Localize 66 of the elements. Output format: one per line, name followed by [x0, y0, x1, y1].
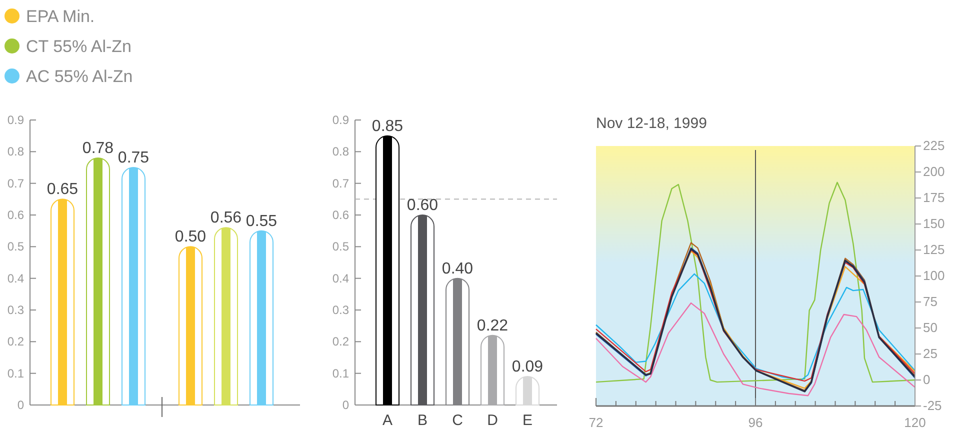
y2-tick-label: 175	[923, 190, 945, 205]
y-tick-label: 0.2	[7, 334, 24, 349]
data-label: 0.55	[246, 212, 278, 230]
data-label: 0.50	[174, 228, 206, 246]
y2-tick-label: 125	[923, 242, 945, 257]
x-tick-label: 120	[904, 415, 926, 430]
y-tick-label: 0.5	[332, 240, 350, 254]
y-tick-label: 0.8	[332, 144, 350, 159]
y-tick-label: 0.4	[332, 271, 350, 286]
x-tick-label: E	[522, 412, 533, 429]
x-tick-label: D	[487, 412, 498, 429]
x-tick-label: B	[417, 412, 428, 429]
y-tick-label: 0.7	[332, 176, 350, 190]
y-tick-label: 0.9	[7, 113, 24, 127]
line-series	[595, 302, 916, 396]
bar	[122, 167, 146, 406]
bar	[480, 334, 504, 406]
y-tick-label: 0.3	[332, 303, 350, 317]
y-tick-label: 0	[342, 398, 350, 412]
y-tick-label: 0.2	[332, 334, 350, 349]
x-tick-label: 72	[588, 415, 604, 430]
y2-tick-label: -25	[923, 398, 942, 413]
y-tick-label: 0.1	[7, 366, 24, 380]
bar	[250, 230, 274, 406]
x-tick-label: A	[382, 412, 393, 429]
data-label: 0.09	[512, 358, 544, 376]
y-tick-label: 0.6	[332, 208, 350, 222]
data-label: 0.22	[476, 317, 508, 334]
y2-tick-label: 75	[923, 294, 938, 309]
data-label: 0.60	[406, 197, 438, 214]
bar	[50, 198, 74, 406]
y2-tick-label: 200	[923, 164, 945, 179]
y2-tick-label: 150	[923, 216, 945, 231]
y2-tick-label: 50	[923, 320, 938, 335]
y-tick-label: 0	[17, 398, 24, 412]
y-tick-label: 0.1	[332, 366, 350, 380]
chart-title: Nov 12-18, 1999	[596, 115, 707, 132]
legend-label: CT 55% Al-Zn	[26, 37, 132, 56]
data-label: 0.78	[82, 140, 114, 157]
y-tick-label: 0.7	[7, 176, 24, 190]
x-tick-label: C	[452, 412, 464, 429]
data-label: 0.65	[46, 181, 78, 198]
x-tick-label: 96	[748, 415, 763, 430]
legend-label: EPA Min.	[26, 7, 95, 26]
line-series	[595, 273, 916, 381]
line-series	[595, 182, 916, 383]
y2-tick-label: 0	[923, 372, 930, 387]
legend-label: AC 55% Al-Zn	[26, 67, 133, 86]
bar	[86, 158, 110, 406]
y2-tick-label: 25	[923, 346, 938, 361]
data-label: 0.85	[372, 118, 404, 135]
data-label: 0.40	[442, 260, 474, 278]
y-tick-label: 0.3	[7, 303, 24, 317]
bar	[214, 227, 238, 406]
data-label: 0.56	[210, 210, 242, 227]
y-tick-label: 0.4	[7, 271, 24, 286]
y-tick-label: 0.5	[7, 240, 24, 254]
y-tick-label: 0.6	[7, 208, 24, 222]
data-label: 0.75	[118, 150, 150, 166]
y-tick-label: 0.8	[7, 144, 24, 159]
bar	[178, 246, 202, 406]
y2-tick-label: 100	[923, 268, 945, 283]
y2-tick-label: 225	[923, 138, 945, 153]
bar	[376, 135, 400, 406]
y-tick-label: 0.9	[332, 113, 350, 127]
bar	[410, 214, 434, 406]
